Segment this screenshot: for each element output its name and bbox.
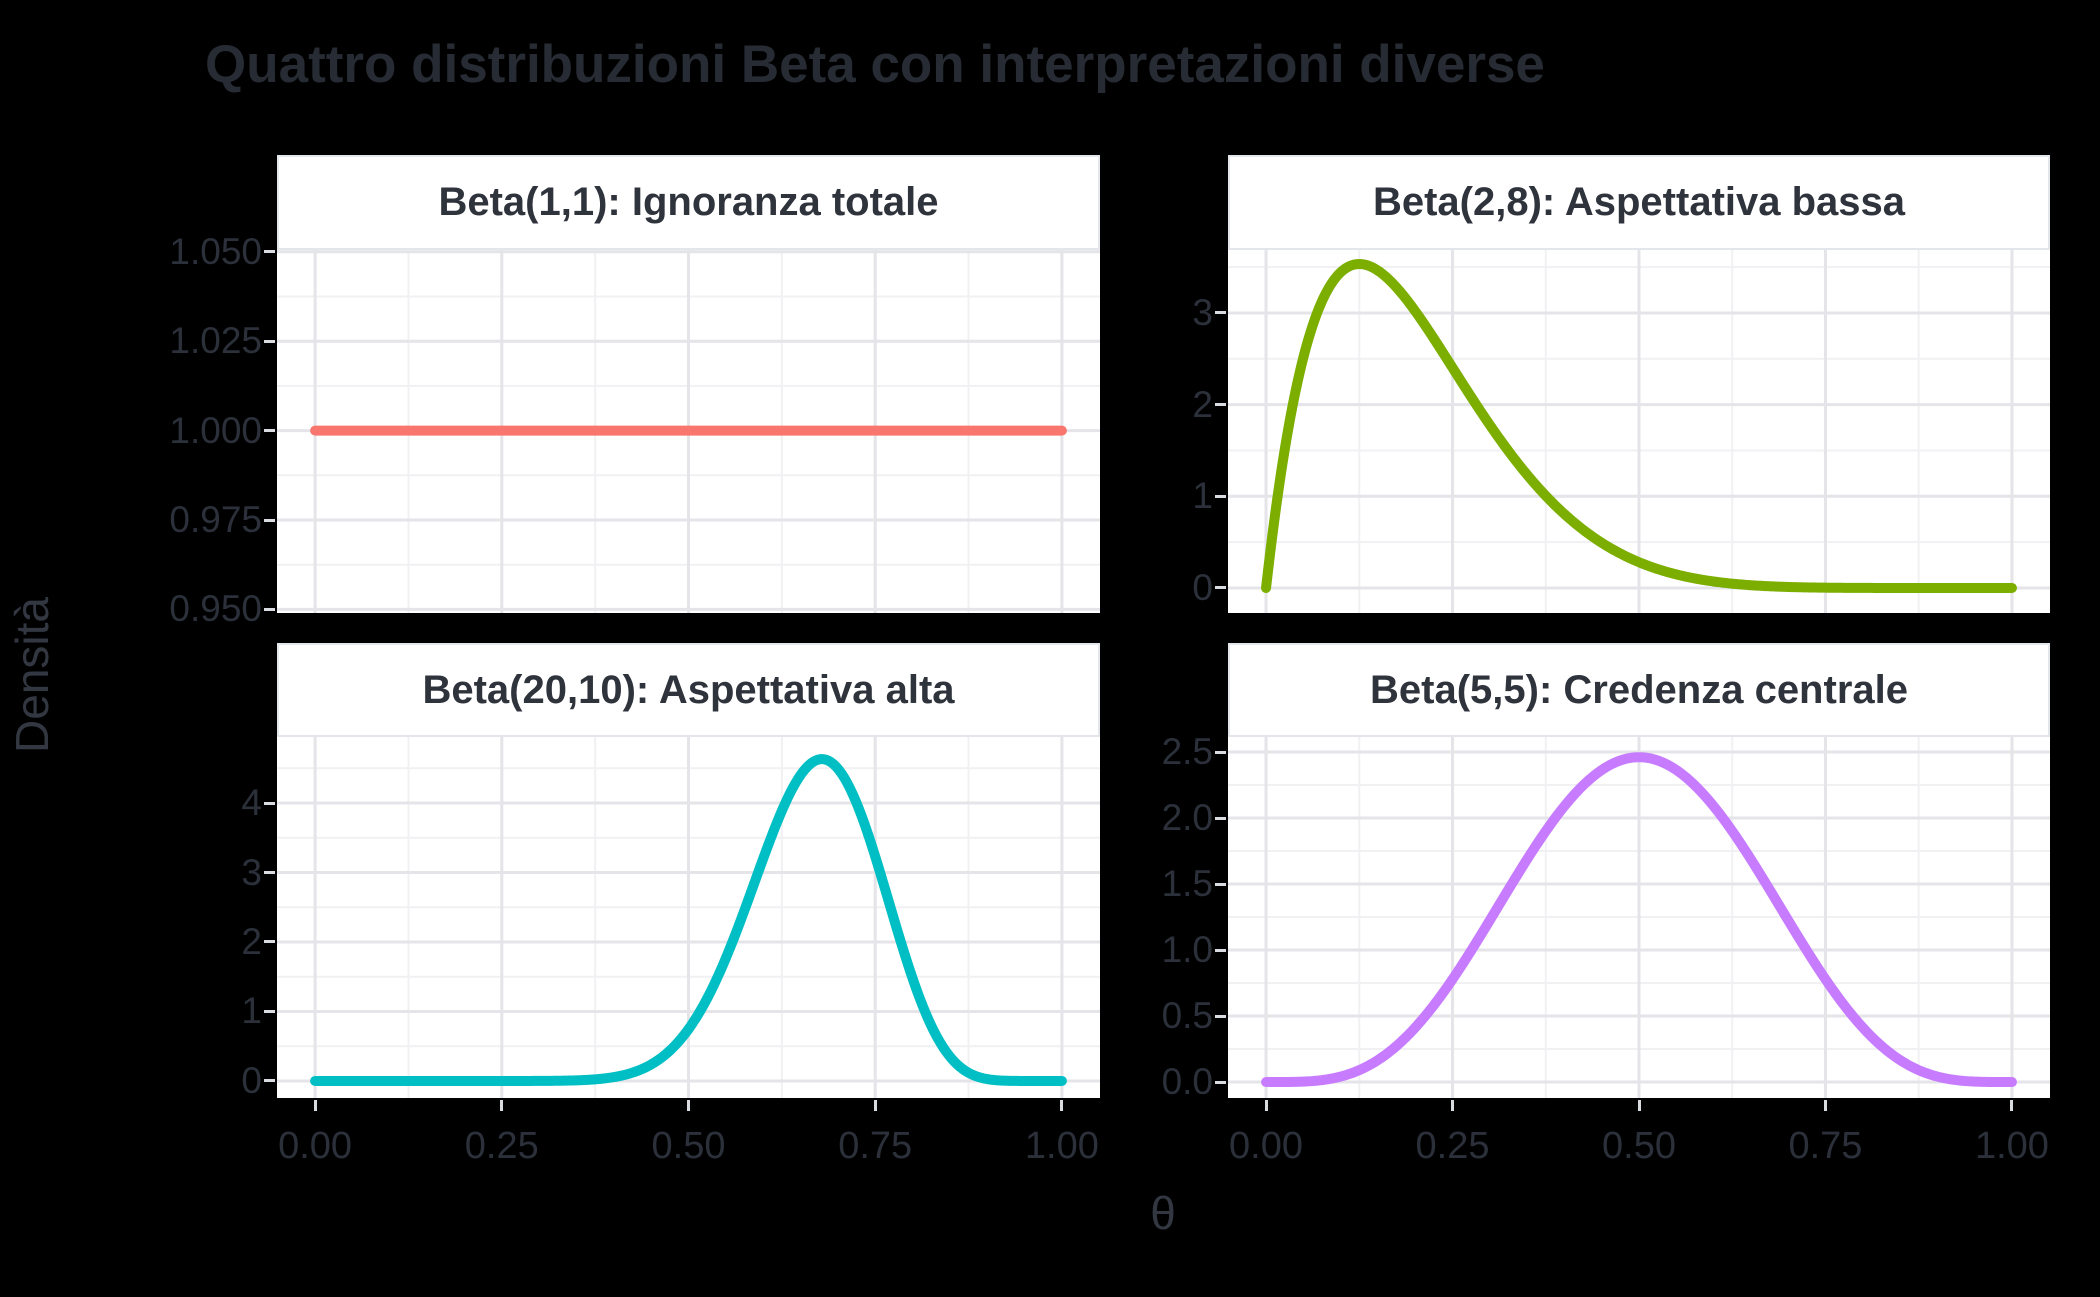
panel-bottom-left (277, 737, 1100, 1098)
y-tick-mark (1215, 494, 1226, 498)
y-tick-label: 0.975 (169, 499, 262, 540)
y-tick-mark (1215, 816, 1226, 820)
y-tick-mark (1215, 403, 1226, 407)
y-tick-mark (264, 339, 275, 343)
y-tick-label: 1.000 (169, 409, 262, 451)
x-tick-label: 0.25 (1415, 1125, 1490, 1167)
x-tick-mark (1264, 1100, 1268, 1111)
y-tick-label: 2.0 (1161, 797, 1213, 839)
x-tick-label: 0.75 (1788, 1125, 1863, 1167)
x-tick-label: 0.75 (838, 1125, 913, 1167)
facet-strip-beta-20-10: Beta(20,10): Aspettativa alta (277, 643, 1100, 737)
y-tick-label: 0.5 (1161, 995, 1213, 1037)
y-tick-mark (264, 871, 275, 874)
y-tick-mark (264, 940, 275, 944)
y-tick-mark (1215, 750, 1226, 754)
panel-top-right (1228, 250, 2050, 613)
facet-strip-label: Beta(2,8): Aspettativa bassa (1372, 180, 1906, 224)
panel-bottom-right (1228, 737, 2050, 1098)
y-tick-label: 0.0 (1161, 1061, 1213, 1103)
x-tick-label: 0.50 (1602, 1125, 1676, 1167)
y-tick-label: 2.5 (1161, 731, 1213, 773)
x-tick-mark (687, 1100, 690, 1111)
y-tick-label: 2 (241, 920, 262, 962)
x-tick-label: 0.00 (278, 1125, 353, 1167)
y-tick-label: 1.0 (1161, 929, 1213, 971)
x-tick-mark (1060, 1100, 1064, 1111)
y-tick-label: 3 (241, 851, 262, 893)
plot-title: Quattro distribuzioni Beta con interpret… (205, 35, 1545, 94)
x-tick-mark (873, 1100, 877, 1111)
x-axis-title: θ (1150, 1187, 1176, 1239)
y-tick-label: 1 (241, 990, 262, 1032)
y-tick-mark (264, 429, 275, 433)
y-tick-mark (1215, 1080, 1226, 1084)
x-tick-label: 1.00 (1974, 1125, 2049, 1167)
y-tick-mark (1215, 1014, 1226, 1018)
facet-strip-beta-2-8: Beta(2,8): Aspettativa bassa (1228, 155, 2050, 250)
y-tick-mark (264, 250, 275, 254)
y-tick-label: 1.050 (169, 230, 262, 272)
y-tick-label: 2 (1192, 383, 1213, 425)
y-tick-label: 4 (241, 782, 262, 823)
y-tick-label: 0.950 (169, 588, 262, 630)
x-tick-mark (1451, 1100, 1455, 1111)
facet-strip-beta-1-1: Beta(1,1): Ignoranza totale (277, 155, 1100, 250)
x-tick-mark (1637, 1100, 1641, 1111)
y-tick-mark (264, 607, 275, 611)
y-tick-label: 0 (241, 1059, 262, 1101)
facet-strip-beta-5-5: Beta(5,5): Credenza centrale (1228, 643, 2050, 737)
y-tick-label: 1 (1192, 475, 1213, 517)
beta-curve-bottom-left (310, 754, 1067, 1086)
y-tick-label: 1.025 (169, 320, 262, 362)
x-tick-mark (500, 1100, 504, 1111)
x-tick-label: 1.00 (1024, 1125, 1099, 1167)
x-tick-mark (313, 1100, 317, 1111)
y-tick-mark (1215, 882, 1226, 886)
y-tick-mark (1215, 586, 1226, 590)
facet-strip-label: Beta(5,5): Credenza centrale (1370, 667, 1908, 712)
x-tick-label: 0.25 (464, 1125, 539, 1167)
y-tick-mark (264, 1009, 275, 1013)
beta-curve-bottom-right (1261, 752, 2017, 1088)
x-tick-mark (1823, 1100, 1827, 1111)
panel-top-left (277, 250, 1100, 613)
y-tick-mark (264, 1079, 275, 1083)
y-tick-mark (264, 518, 275, 522)
y-tick-mark (264, 801, 275, 805)
x-tick-mark (2010, 1100, 2014, 1111)
y-tick-label: 0 (1192, 566, 1213, 608)
facet-strip-label: Beta(20,10): Aspettativa alta (422, 667, 955, 712)
x-tick-label: 0.50 (651, 1125, 726, 1167)
y-axis-title: Densità (6, 597, 58, 753)
y-tick-mark (1215, 948, 1226, 952)
y-tick-mark (1215, 311, 1226, 315)
beta-curve-top-right (1261, 259, 2017, 593)
x-tick-label: 0.00 (1229, 1125, 1304, 1167)
y-tick-label: 1.5 (1161, 863, 1213, 905)
y-tick-label: 3 (1192, 291, 1213, 333)
facet-strip-label: Beta(1,1): Ignoranza totale (438, 180, 939, 224)
